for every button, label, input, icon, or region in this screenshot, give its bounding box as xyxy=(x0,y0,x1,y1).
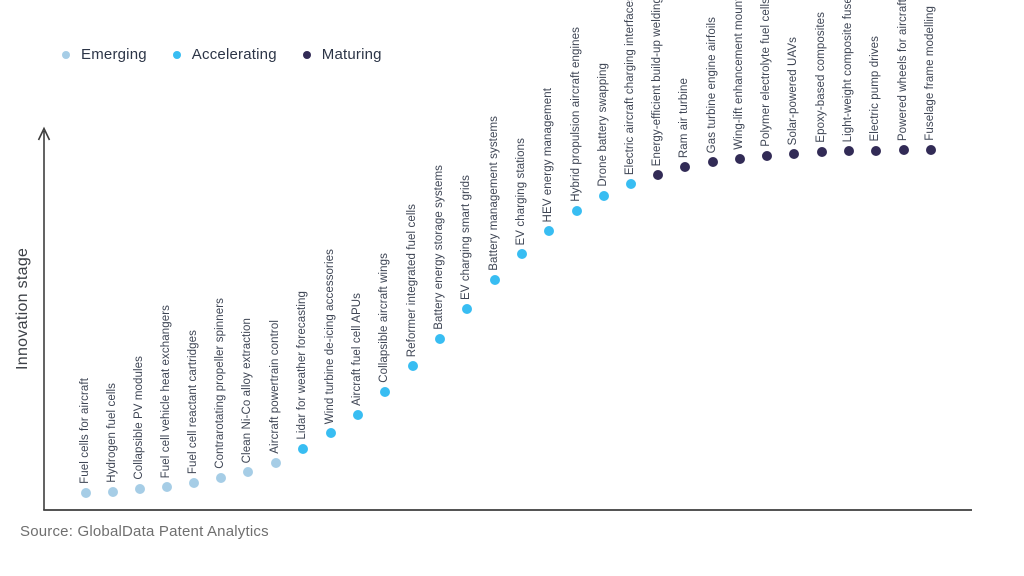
data-point-dot xyxy=(871,146,881,156)
data-point-label: Solar-powered UAVs xyxy=(787,36,799,145)
data-point-dot xyxy=(216,473,226,483)
data-point-dot xyxy=(81,488,91,498)
data-point-dot xyxy=(653,170,663,180)
data-point-label: Energy-efficient build-up welding xyxy=(651,0,663,166)
data-point-label: Polymer electrolyte fuel cells xyxy=(760,0,772,147)
data-point-label: Battery management systems xyxy=(488,116,500,271)
legend-label: Accelerating xyxy=(191,46,277,63)
data-point-label: Electric aircraft charging interfaces xyxy=(624,0,636,175)
legend-dot-icon xyxy=(302,50,311,59)
legend-label: Maturing xyxy=(321,46,382,63)
data-point-dot xyxy=(135,484,145,494)
data-point-dot xyxy=(544,226,554,236)
data-point-label: Fuel cell reactant cartridges xyxy=(187,329,199,474)
data-point-dot xyxy=(680,162,690,172)
source-text: Source: GlobalData Patent Analytics xyxy=(20,523,269,540)
data-point-label: Aircraft fuel cell APUs xyxy=(351,293,363,406)
data-point-label: Drone battery swapping xyxy=(597,63,609,187)
data-point-label: Ram air turbine xyxy=(678,77,690,158)
data-point-dot xyxy=(435,334,445,344)
legend-item-maturing: Maturing xyxy=(302,46,382,63)
data-point-label: Powered wheels for aircraft landing xyxy=(897,0,909,141)
data-point-dot xyxy=(243,467,253,477)
data-point-label: Fuselage frame modelling xyxy=(924,6,936,141)
data-point-label: Hybrid propulsion aircraft engines xyxy=(570,27,582,202)
data-point-label: Fuel cell vehicle heat exchangers xyxy=(160,304,172,478)
legend-item-accelerating: Accelerating xyxy=(172,46,277,63)
data-point-dot xyxy=(762,151,772,161)
data-point-dot xyxy=(490,275,500,285)
data-point-label: EV charging stations xyxy=(515,137,527,245)
data-point-dot xyxy=(462,304,472,314)
data-point-dot xyxy=(626,179,636,189)
data-point-label: Reformer integrated fuel cells xyxy=(406,203,418,357)
data-point-dot xyxy=(189,478,199,488)
data-point-dot xyxy=(817,147,827,157)
data-point-dot xyxy=(789,149,799,159)
data-point-label: Wind turbine de-icing accessories xyxy=(324,248,336,424)
data-point-label: Electric pump drives xyxy=(869,36,881,142)
data-point-dot xyxy=(408,361,418,371)
legend-label: Emerging xyxy=(81,46,147,63)
data-point-dot xyxy=(599,191,609,201)
legend-item-emerging: Emerging xyxy=(62,46,147,63)
data-point-dot xyxy=(844,146,854,156)
data-point-dot xyxy=(271,458,281,468)
data-point-dot xyxy=(108,487,118,497)
data-point-dot xyxy=(380,387,390,397)
data-point-label: Contrarotating propeller spinners xyxy=(214,298,226,469)
data-point-label: EV charging smart grids xyxy=(460,174,472,300)
chart-legend: Emerging Accelerating Maturing xyxy=(62,46,382,63)
data-point-label: Battery energy storage systems xyxy=(433,165,445,330)
legend-dot-icon xyxy=(172,50,181,59)
data-point-dot xyxy=(326,428,336,438)
data-point-label: HEV energy management xyxy=(542,87,554,222)
data-point-label: Lidar for weather forecasting xyxy=(296,291,308,440)
data-point-label: Aircraft powertrain control xyxy=(269,320,281,454)
data-point-dot xyxy=(899,145,909,155)
data-point-label: Hydrogen fuel cells xyxy=(106,383,118,483)
data-point-dot xyxy=(572,206,582,216)
data-point-label: Collapsible aircraft wings xyxy=(378,253,390,383)
data-point-dot xyxy=(517,249,527,259)
data-point-dot xyxy=(162,482,172,492)
data-point-label: Collapsible PV modules xyxy=(133,356,145,480)
data-point-label: Clean Ni-Co alloy extraction xyxy=(241,317,253,463)
data-point-label: Fuel cells for aircraft xyxy=(79,378,91,484)
data-point-dot xyxy=(735,154,745,164)
y-axis-title: Innovation stage xyxy=(14,247,31,370)
data-point-label: Light-weight composite fuselage xyxy=(842,0,854,142)
data-point-label: Wing-lift enhancement mountings xyxy=(733,0,745,150)
data-point-label: Epoxy-based composites xyxy=(815,12,827,143)
data-point-dot xyxy=(298,444,308,454)
data-point-label: Gas turbine engine airfoils xyxy=(706,16,718,153)
data-point-dot xyxy=(926,145,936,155)
legend-dot-icon xyxy=(62,50,70,59)
data-point-dot xyxy=(353,410,363,420)
y-axis-arrow-icon xyxy=(37,126,51,141)
data-point-dot xyxy=(708,157,718,167)
